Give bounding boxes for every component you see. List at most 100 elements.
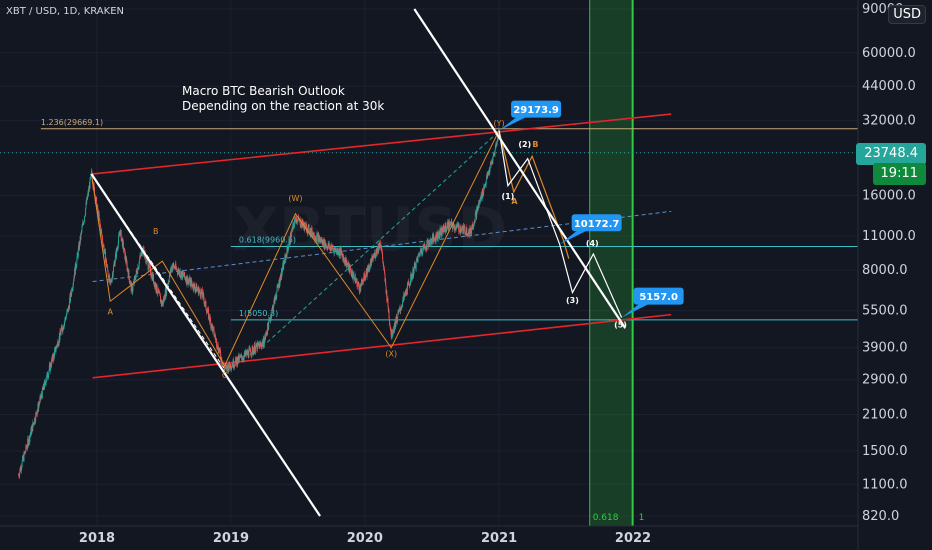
candle-body <box>490 162 492 165</box>
callout-label: 29173.9 <box>513 105 559 116</box>
candle-body <box>234 360 236 366</box>
candle-body <box>75 267 77 269</box>
candle-body <box>66 314 67 317</box>
candle-body <box>247 350 249 357</box>
candle-body <box>464 234 466 235</box>
candle-body <box>226 365 228 370</box>
time-axis[interactable]: 2018 2019 2020 2021 2022 <box>79 531 651 546</box>
channel-line <box>92 313 672 379</box>
candle-body <box>173 263 175 265</box>
candle-body <box>60 330 62 335</box>
candle-body <box>66 309 68 311</box>
candle-body <box>133 276 135 284</box>
candle-body <box>271 308 273 314</box>
candle-body <box>314 238 316 239</box>
candle-body <box>252 346 254 348</box>
candle-body <box>49 363 51 371</box>
candle-body <box>115 248 117 258</box>
candle-body <box>48 365 50 371</box>
candle-body <box>126 262 128 271</box>
candle-body <box>173 264 175 268</box>
candle-body <box>52 354 54 362</box>
candle-body <box>299 218 301 226</box>
candle-body <box>255 346 256 353</box>
candle-body <box>64 317 66 319</box>
candle-body <box>257 343 259 345</box>
candle-body <box>71 288 73 295</box>
candle-body <box>42 387 44 390</box>
candle-body <box>416 258 417 261</box>
y-tick-label: 11000.0 <box>862 229 916 244</box>
candle-body <box>95 196 97 200</box>
candle-body <box>146 258 148 263</box>
candle-body <box>159 294 161 296</box>
candle-body <box>403 294 405 298</box>
candle-body <box>168 276 170 283</box>
candle-body <box>81 227 83 232</box>
candle-body <box>419 251 421 256</box>
candle-body <box>87 196 88 200</box>
currency-button[interactable]: USD <box>888 5 926 24</box>
candle-body <box>366 274 368 278</box>
candle-body <box>104 249 106 251</box>
candle-body <box>161 300 163 306</box>
candle-body <box>357 283 359 284</box>
candle-body <box>21 466 23 469</box>
candle-body <box>472 226 474 228</box>
candle-body <box>236 357 238 366</box>
callout-label: 10172.7 <box>574 219 620 230</box>
candle-body <box>320 240 322 242</box>
candle-body <box>219 350 220 353</box>
candle-body <box>375 255 377 258</box>
candle-body <box>81 231 83 232</box>
candle-body <box>479 196 481 203</box>
projection-wave-label: (2) <box>518 140 531 149</box>
candle-body <box>80 233 82 240</box>
candle-body <box>407 282 409 284</box>
candle-body <box>57 340 59 347</box>
candle-body <box>408 281 410 284</box>
candle-body <box>382 257 384 263</box>
candle-body <box>69 300 70 310</box>
candle-body <box>34 421 36 423</box>
candle-body <box>284 255 286 264</box>
candle-body <box>292 223 294 231</box>
candle-body <box>252 347 254 354</box>
candle-body <box>86 197 88 204</box>
candle-body <box>428 243 430 247</box>
candle-body <box>117 248 119 249</box>
candle-body <box>450 220 452 226</box>
candle-body <box>107 275 109 278</box>
candle-body <box>350 270 352 274</box>
candle-body <box>21 460 23 467</box>
candle-body <box>103 251 105 253</box>
candle-body <box>481 194 482 199</box>
candle-body <box>44 380 46 384</box>
candle-body <box>430 239 431 244</box>
candle-body <box>52 355 54 361</box>
wave-label: (X) <box>385 349 397 358</box>
candle-body <box>131 284 133 288</box>
candle-body <box>283 261 285 264</box>
candle-body <box>167 284 169 286</box>
candle-body <box>376 247 378 255</box>
candle-body <box>288 246 289 249</box>
candle-body <box>331 245 333 249</box>
candle-body <box>362 282 364 285</box>
candle-body <box>73 277 75 282</box>
candle-body <box>129 281 131 283</box>
candle-body <box>213 327 215 329</box>
candle-body <box>194 284 196 289</box>
candle-body <box>285 254 287 260</box>
candle-body <box>138 267 139 270</box>
candle-body <box>423 246 425 250</box>
candle-body <box>99 218 101 220</box>
candle-body <box>67 306 69 312</box>
candle-body <box>473 222 475 224</box>
candle-body <box>355 279 357 281</box>
candle-body <box>88 188 90 195</box>
candle-body <box>257 342 259 345</box>
analysis-note-line1: Macro BTC Bearish Outlook <box>182 84 345 98</box>
candle-body <box>269 318 271 321</box>
